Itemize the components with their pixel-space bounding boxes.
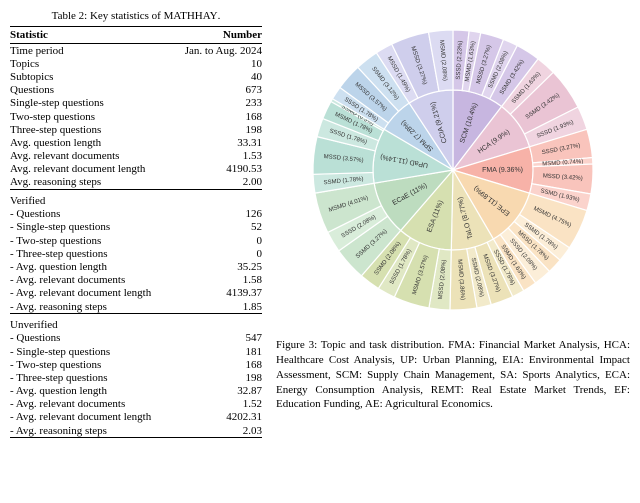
table-row: Avg. relevant documents1.53: [10, 150, 262, 163]
table-row: Verified: [10, 190, 262, 208]
table-row: - Two-step questions0: [10, 234, 262, 247]
table-row: Time periodJan. to Aug. 2024: [10, 44, 262, 58]
table-row: Single-step questions233: [10, 97, 262, 110]
table-row: - Avg. reasoning steps2.03: [10, 424, 262, 438]
table-row: Avg. question length33.31: [10, 136, 262, 149]
table-row: - Avg. question length35.25: [10, 260, 262, 273]
table-row: Questions673: [10, 84, 262, 97]
sunburst-chart: SCM (10.4%)HCA (9.9%)FMA (9.36%)EPE (11.…: [278, 10, 628, 330]
col-statistic: Statistic: [10, 27, 173, 44]
col-number: Number: [173, 27, 262, 44]
stats-table: Statistic Number Time periodJan. to Aug.…: [10, 26, 262, 438]
table-row: - Avg. question length32.87: [10, 385, 262, 398]
table-row: - Avg. relevant documents1.52: [10, 398, 262, 411]
table-row: Two-step questions168: [10, 110, 262, 123]
table-row: - Two-step questions168: [10, 358, 262, 371]
table-row: Topics10: [10, 57, 262, 70]
table-row: - Avg. relevant document length4202.31: [10, 411, 262, 424]
table-row: - Single-step questions52: [10, 221, 262, 234]
table-row: - Questions126: [10, 208, 262, 221]
table-caption: Table 2: Key statistics of MATHHAY.: [10, 10, 262, 22]
table-row: - Avg. relevant documents1.58: [10, 274, 262, 287]
table-row: Subtopics40: [10, 70, 262, 83]
table-row: - Single-step questions181: [10, 345, 262, 358]
table-row: Unverified: [10, 314, 262, 332]
table-row: Avg. reasoning steps2.00: [10, 176, 262, 190]
table-row: - Avg. relevant document length4139.37: [10, 287, 262, 300]
table-row: - Three-step questions198: [10, 371, 262, 384]
svg-text:FMA (9.36%): FMA (9.36%): [482, 167, 523, 174]
table-row: - Questions547: [10, 332, 262, 345]
table-row: - Three-step questions0: [10, 247, 262, 260]
table-row: Three-step questions198: [10, 123, 262, 136]
table-row: - Avg. reasoning steps1.85: [10, 300, 262, 314]
figure-caption: Figure 3: Topic and task distribution. F…: [276, 338, 630, 412]
table-row: Avg. relevant document length4190.53: [10, 163, 262, 176]
